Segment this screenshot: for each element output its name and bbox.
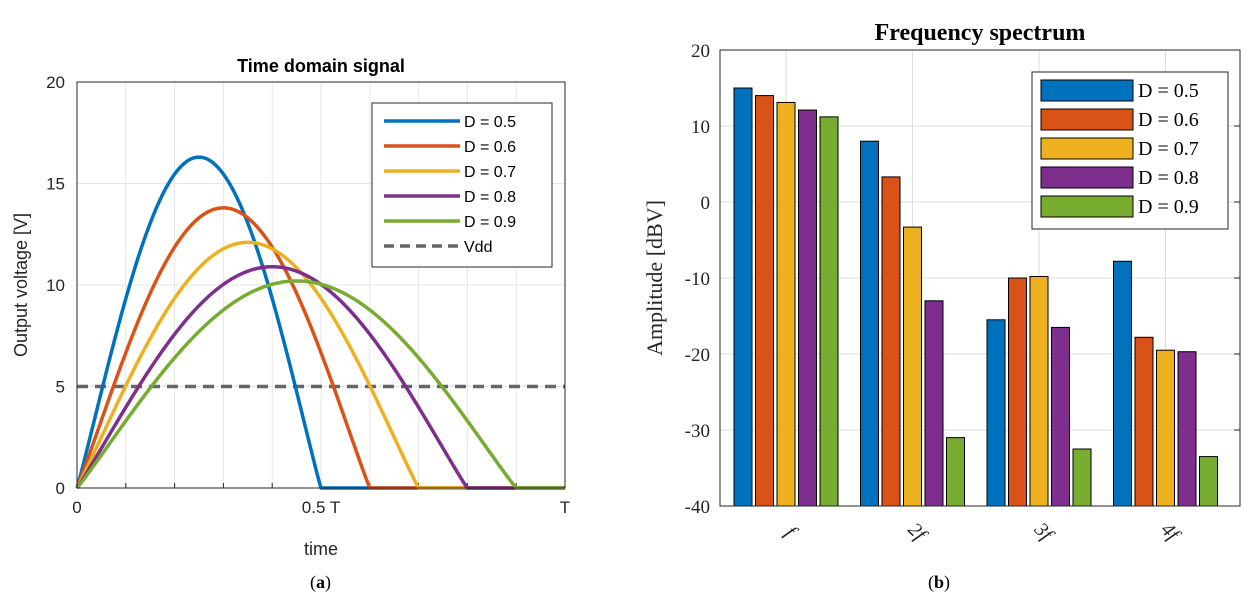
x-tick-label: 0 xyxy=(72,498,81,517)
x-tick-labels: 0 0.5 T T xyxy=(72,498,570,517)
legend-box xyxy=(371,102,553,268)
y-tick-label: 0 xyxy=(56,479,65,498)
legend-label: D = 0.8 xyxy=(464,189,516,206)
y-tick-label: 0 xyxy=(701,193,711,214)
legend-swatch xyxy=(1040,108,1134,131)
y-tick-label: -10 xyxy=(685,269,710,290)
legend: D = 0.5 D = 0.6 D = 0.7 D = 0.8 D = 0.9 xyxy=(1031,71,1229,230)
y-tick-label: -30 xyxy=(685,421,710,442)
y-tick-label: 10 xyxy=(691,117,710,138)
x-axis-label: time xyxy=(304,539,338,559)
legend-label: D = 0.8 xyxy=(1138,167,1199,189)
legend-label: Vdd xyxy=(464,239,492,256)
legend-label: D = 0.6 xyxy=(464,139,516,156)
bar xyxy=(924,300,944,507)
y-tick-label: -40 xyxy=(685,497,710,518)
y-tick-label: 5 xyxy=(56,378,65,397)
x-tick-label: 3f xyxy=(1029,518,1058,547)
y-axis-label: Amplitude [dBV] xyxy=(642,200,667,356)
x-tick-label: 0.5 T xyxy=(302,498,340,517)
x-tick-labels: f 2f 3f 4f xyxy=(780,518,1184,547)
bar xyxy=(946,437,965,507)
bar xyxy=(1072,448,1092,507)
legend-label: D = 0.5 xyxy=(464,114,516,131)
bar xyxy=(776,101,796,507)
plot-frame xyxy=(76,81,566,489)
legend: D = 0.5 D = 0.6 D = 0.7 D = 0.8 D = 0.9 Vdd xyxy=(371,102,553,268)
legend-label: D = 0.7 xyxy=(464,164,516,181)
bar xyxy=(819,116,839,507)
bar xyxy=(860,140,879,507)
y-tick-label: 20 xyxy=(691,41,710,62)
time-domain-chart: 0 5 10 15 20 0 0.5 T T Time domain signal time… xyxy=(11,56,570,559)
x-tick-label: 2f xyxy=(903,518,931,546)
bar xyxy=(755,95,774,507)
bar xyxy=(1177,351,1197,507)
bar xyxy=(1029,275,1049,507)
bar xyxy=(1156,349,1175,507)
legend-label: D = 0.7 xyxy=(1138,138,1199,160)
y-tick-label: 10 xyxy=(46,276,65,295)
bar xyxy=(1134,336,1154,507)
legend-swatch xyxy=(1040,79,1134,102)
y-tick-labels: 0 5 10 15 20 xyxy=(46,73,65,498)
legend-label: D = 0.5 xyxy=(1138,80,1199,102)
bar xyxy=(1008,277,1027,507)
legend-swatch xyxy=(1040,166,1134,189)
chart-title: Frequency spectrum xyxy=(875,20,1086,46)
series-line xyxy=(75,279,565,490)
frequency-spectrum-chart: -40 -30 -20 -10 0 10 20 f 2f 3f 4f Frequency spec… xyxy=(642,20,1241,547)
bar xyxy=(881,176,901,507)
y-tick-label: 15 xyxy=(46,175,65,194)
caption-b: (b) xyxy=(928,572,951,592)
legend-label: D = 0.9 xyxy=(464,214,516,231)
bar xyxy=(1051,326,1070,507)
legend-swatch xyxy=(1040,195,1134,218)
x-tick-label: f xyxy=(780,522,801,543)
bar xyxy=(1113,260,1132,507)
chart-title: Time domain signal xyxy=(237,56,405,76)
x-tick-label: 4f xyxy=(1156,518,1184,546)
caption-a: (a) xyxy=(310,572,331,592)
y-tick-label: 20 xyxy=(46,73,65,92)
bar xyxy=(798,109,817,507)
bar xyxy=(903,226,922,507)
legend-swatch xyxy=(1040,137,1134,160)
bar xyxy=(1199,456,1218,507)
x-tick-label: T xyxy=(560,498,570,517)
y-axis-label: Output voltage [V] xyxy=(11,213,31,357)
y-tick-labels: -40 -30 -20 -10 0 10 20 xyxy=(685,41,710,518)
bar xyxy=(733,87,753,507)
plot-frame xyxy=(719,49,1241,507)
legend-label: D = 0.9 xyxy=(1138,196,1199,218)
y-tick-label: -20 xyxy=(685,345,710,366)
legend-label: D = 0.6 xyxy=(1138,109,1199,131)
bar xyxy=(986,319,1006,507)
